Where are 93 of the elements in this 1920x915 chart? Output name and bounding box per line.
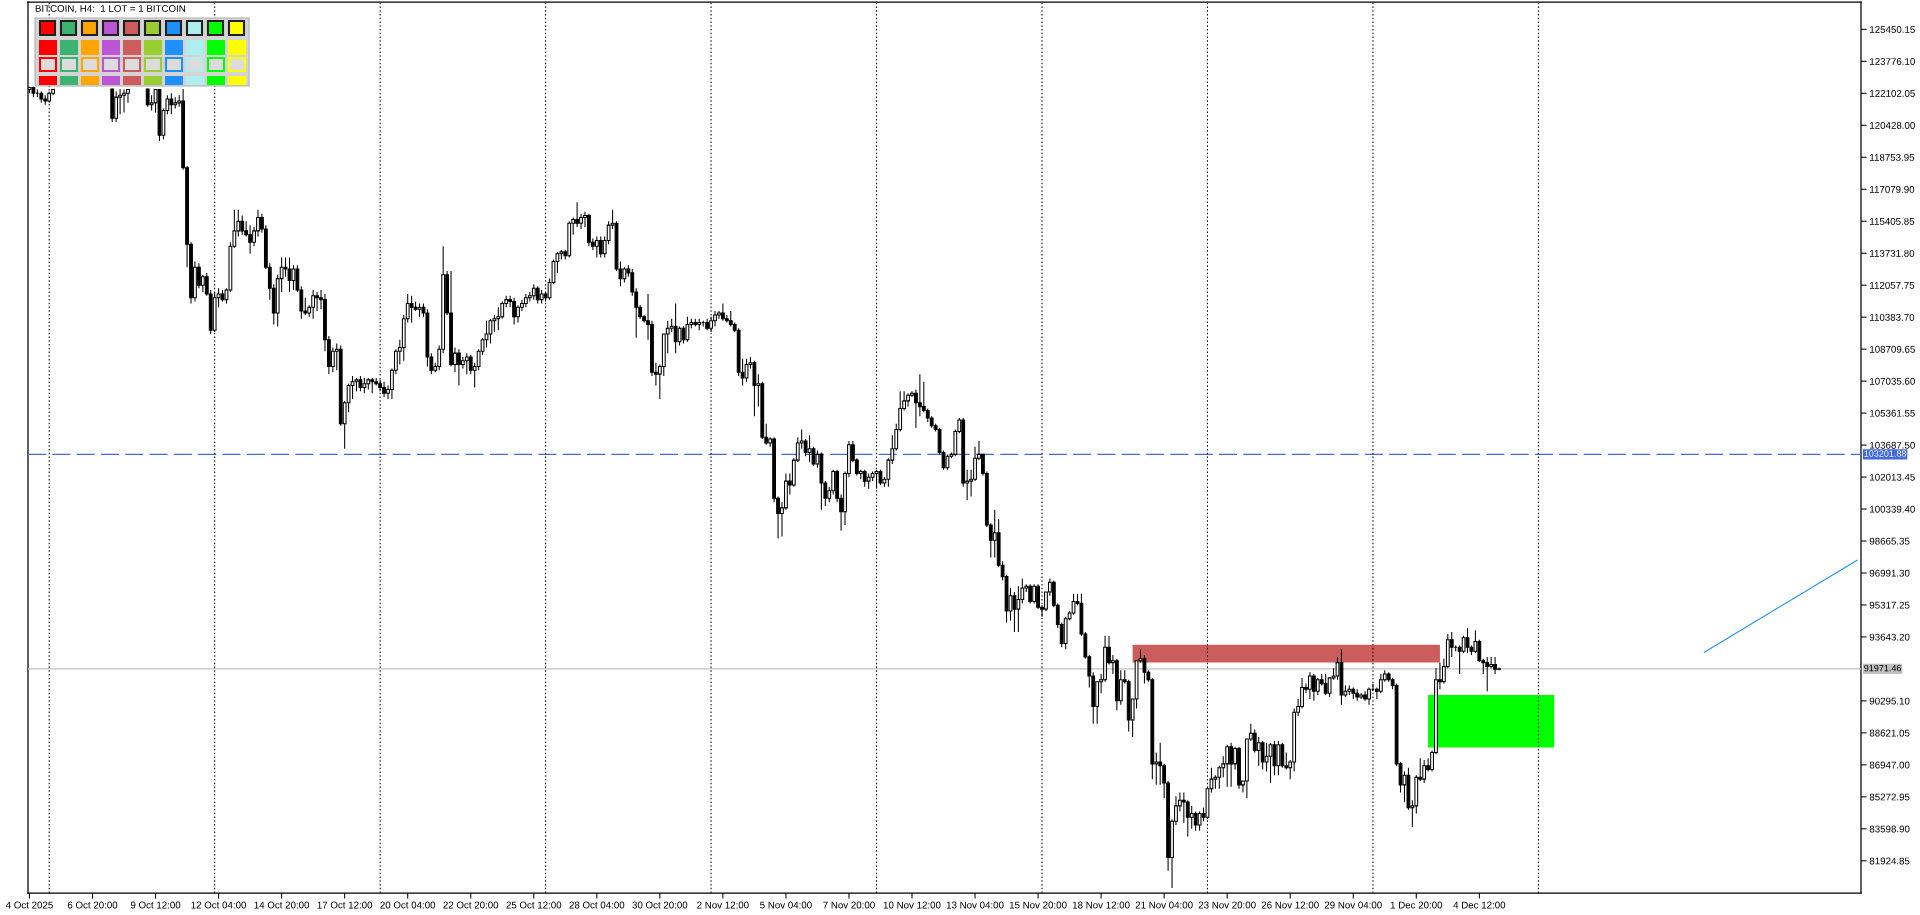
y-tick-label: 83598.90 [1869, 825, 1910, 833]
y-tick-label: 100339.40 [1870, 505, 1915, 513]
x-tick-label: 10 Nov 12:00 [883, 901, 941, 909]
y-tick-label: 95317.25 [1869, 601, 1910, 609]
candlestick [1032, 583, 1037, 604]
y-tick-label: 90295.10 [1869, 697, 1910, 705]
candlestick [575, 201, 580, 228]
y-tick-label: 120428.00 [1870, 121, 1915, 129]
y-tick-label: 98665.35 [1869, 537, 1910, 545]
x-tick-label: 1 Dec 20:00 [1390, 901, 1443, 909]
candlestick [287, 257, 292, 293]
y-tick-label: 103687.50 [1870, 441, 1915, 449]
candlestick [1197, 811, 1202, 832]
x-tick-label: 29 Nov 04:00 [1324, 901, 1382, 909]
y-tick-label: 102013.45 [1870, 473, 1915, 481]
candlestick [1229, 742, 1234, 788]
candlestick [598, 236, 603, 259]
y-tick-label: 88621.05 [1869, 729, 1910, 737]
y-tick-label: 112057.75 [1870, 281, 1915, 289]
x-tick-label: 9 Oct 12:00 [130, 901, 181, 909]
y-tick-label: 125450.15 [1870, 26, 1915, 33]
candlestick [1256, 736, 1261, 767]
y-tick-label: 108709.65 [1870, 345, 1915, 353]
candlestick [1311, 673, 1316, 702]
y-tick-label: 110383.70 [1870, 313, 1915, 321]
candlestick [1012, 591, 1017, 633]
x-tick-label: 6 Oct 20:00 [67, 901, 118, 909]
candlestick [1193, 811, 1198, 832]
y-tick-label: 105361.55 [1870, 409, 1915, 417]
ref-line-label: 103201.88 [1864, 450, 1907, 457]
x-tick-label: 2 Nov 12:00 [697, 901, 749, 909]
candlestick [291, 264, 296, 291]
y-tick-label: 118753.95 [1870, 153, 1915, 161]
x-tick-label: 4 Dec 12:00 [1453, 901, 1506, 909]
y-tick-label: 117079.90 [1870, 185, 1915, 193]
ref-line-label: 91971.46 [1864, 664, 1902, 672]
x-tick-label: 4 Oct 2025 [5, 901, 53, 909]
candlestick [488, 318, 493, 345]
candlestick [1016, 585, 1021, 633]
y-tick-label: 122102.05 [1870, 90, 1915, 97]
x-tick-label: 12 Oct 04:00 [191, 901, 247, 909]
candlestick [906, 392, 910, 408]
candlestick [1185, 799, 1190, 837]
candlestick [1489, 656, 1494, 669]
y-tick-label: 85272.95 [1869, 793, 1910, 801]
candlestick [1225, 744, 1230, 788]
y-tick-label: 93643.20 [1869, 633, 1910, 641]
x-tick-label: 5 Nov 04:00 [760, 901, 812, 909]
y-tick-label: 86947.00 [1869, 761, 1910, 769]
chart-title: BITCOIN, H4: 1 LOT = 1 BITCOIN [35, 5, 185, 14]
x-tick-label: 26 Nov 12:00 [1261, 901, 1319, 909]
candlestick [1485, 656, 1490, 692]
y-tick-label: 96991.30 [1869, 569, 1910, 577]
candlestick [752, 360, 757, 417]
candlestick [512, 297, 516, 325]
x-tick-label: 21 Nov 04:00 [1135, 901, 1193, 909]
x-tick-label: 28 Oct 04:00 [569, 901, 625, 909]
candlestick [594, 236, 599, 259]
candlestick [1260, 740, 1265, 771]
x-tick-label: 13 Nov 04:00 [946, 901, 1004, 909]
candlestick [457, 348, 461, 387]
candlestick [311, 289, 316, 320]
candlestick [1422, 759, 1427, 784]
candlestick [1217, 765, 1222, 790]
candlestick [1189, 805, 1194, 830]
candlestick [114, 90, 119, 123]
candlestick [464, 352, 469, 375]
candlestick [1493, 656, 1497, 675]
candlestick [1276, 740, 1281, 776]
x-tick-label: 20 Oct 04:00 [380, 901, 436, 909]
candlestick [315, 291, 319, 312]
x-tick-label: 17 Oct 12:00 [317, 901, 373, 909]
candlestick [409, 295, 414, 324]
candlestick [1308, 671, 1312, 700]
x-tick-label: 25 Oct 12:00 [506, 901, 562, 909]
y-tick-label: 107035.60 [1870, 377, 1915, 385]
candlestick [1268, 742, 1273, 784]
x-tick-label: 15 Nov 20:00 [1009, 901, 1067, 909]
candlestick [496, 306, 501, 331]
x-tick-label: 7 Nov 20:00 [823, 901, 875, 909]
candlestick [122, 88, 126, 113]
candlestick [248, 224, 253, 255]
candlestick [1028, 583, 1033, 604]
x-tick-label: 30 Oct 20:00 [632, 901, 688, 909]
y-tick-label: 115405.85 [1870, 217, 1915, 225]
y-tick-label: 113731.80 [1870, 249, 1915, 257]
candlestick [720, 302, 725, 322]
x-tick-label: 22 Oct 20:00 [443, 901, 499, 909]
y-tick-label: 81924.85 [1869, 857, 1910, 865]
x-tick-label: 23 Nov 20:00 [1198, 901, 1256, 909]
x-tick-label: 18 Nov 12:00 [1072, 901, 1130, 909]
x-tick-label: 14 Oct 20:00 [254, 901, 310, 909]
y-tick-label: 123776.10 [1870, 58, 1915, 65]
